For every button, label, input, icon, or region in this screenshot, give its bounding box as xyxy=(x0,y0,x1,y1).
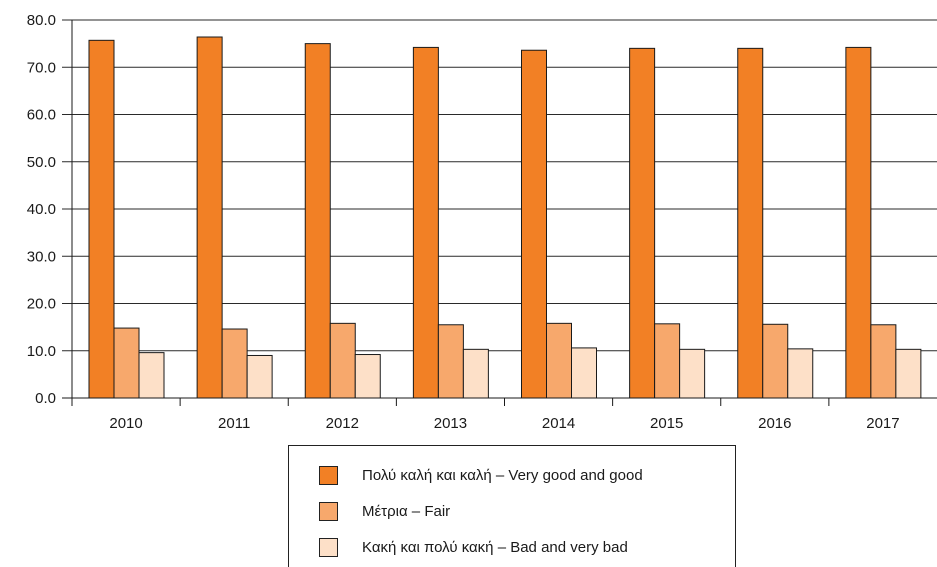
y-tick-label: 10.0 xyxy=(27,343,56,360)
x-axis-tick-labels: 2010 2011 2012 2013 2014 2015 2016 2017 xyxy=(109,415,899,432)
legend-swatch-very-good-and-good xyxy=(319,465,338,485)
x-tick-label: 2013 xyxy=(434,415,467,432)
bar-2015-series-1 xyxy=(629,47,656,399)
bar-2016-series-1 xyxy=(737,47,764,399)
bars xyxy=(88,36,922,399)
legend-item-bad-and-very-bad: Κακή και πολύ κακή – Bad and very bad xyxy=(319,536,628,558)
bar-2012-series-1 xyxy=(304,43,331,399)
bar-2010-series-2 xyxy=(113,327,140,399)
bar-2014-series-3 xyxy=(571,347,597,399)
legend-label-very-good-and-good: Πολύ καλή και καλή – Very good and good xyxy=(362,466,643,484)
x-tick-label: 2016 xyxy=(758,415,791,432)
bar-2015-series-3 xyxy=(679,348,706,399)
bar-2015-series-2 xyxy=(654,323,681,399)
y-tick-label: 0.0 xyxy=(35,390,56,407)
gridlines xyxy=(62,19,937,352)
bar-2017-series-2 xyxy=(870,324,897,399)
legend-item-fair: Μέτρια – Fair xyxy=(319,500,450,522)
bar-2017-series-3 xyxy=(895,348,922,399)
y-tick-label: 60.0 xyxy=(27,107,56,124)
bar-2011-series-1 xyxy=(196,36,223,399)
bar-2012-series-2 xyxy=(329,322,356,399)
bar-2013-series-3 xyxy=(462,348,489,399)
y-tick-label: 80.0 xyxy=(27,12,56,29)
bar-2017-series-1 xyxy=(845,46,872,399)
legend-swatch-fair xyxy=(319,501,338,521)
y-tick-label: 50.0 xyxy=(27,154,56,171)
bar-2013-series-2 xyxy=(437,324,464,399)
y-axis-tick-labels: 0.0 10.0 20.0 30.0 40.0 50.0 60.0 70.0 80.0 xyxy=(27,12,56,407)
bar-2014-series-2 xyxy=(546,322,572,399)
y-tick-label: 40.0 xyxy=(27,201,56,218)
bar-2014-series-1 xyxy=(521,49,547,399)
bar-2012-series-3 xyxy=(354,354,381,399)
legend-item-very-good-and-good: Πολύ καλή και καλή – Very good and good xyxy=(319,464,643,486)
bar-2013-series-1 xyxy=(412,46,439,399)
x-tick-label: 2010 xyxy=(109,415,142,432)
legend: Πολύ καλή και καλή – Very good and good … xyxy=(288,445,736,567)
x-tick-label: 2012 xyxy=(326,415,359,432)
bar-2010-series-1 xyxy=(88,39,115,399)
x-tick-label: 2017 xyxy=(866,415,899,432)
legend-label-bad-and-very-bad: Κακή και πολύ κακή – Bad and very bad xyxy=(362,538,628,556)
y-tick-label: 30.0 xyxy=(27,248,56,265)
bar-2016-series-2 xyxy=(762,323,789,399)
bar-chart: 0.0 10.0 20.0 30.0 40.0 50.0 60.0 70.0 80.0 2010… xyxy=(27,12,937,432)
x-tick-label: 2015 xyxy=(650,415,683,432)
legend-swatch-bad-and-very-bad xyxy=(319,537,338,557)
y-tick-label: 20.0 xyxy=(27,296,56,313)
bar-2011-series-2 xyxy=(221,328,248,399)
bar-2016-series-3 xyxy=(787,348,814,399)
bar-2010-series-3 xyxy=(138,352,165,399)
x-tick-label: 2011 xyxy=(218,415,250,432)
axes xyxy=(62,20,937,406)
bar-2011-series-3 xyxy=(246,354,273,399)
x-tick-label: 2014 xyxy=(542,415,575,432)
legend-label-fair: Μέτρια – Fair xyxy=(362,502,451,520)
y-tick-label: 70.0 xyxy=(27,59,56,76)
